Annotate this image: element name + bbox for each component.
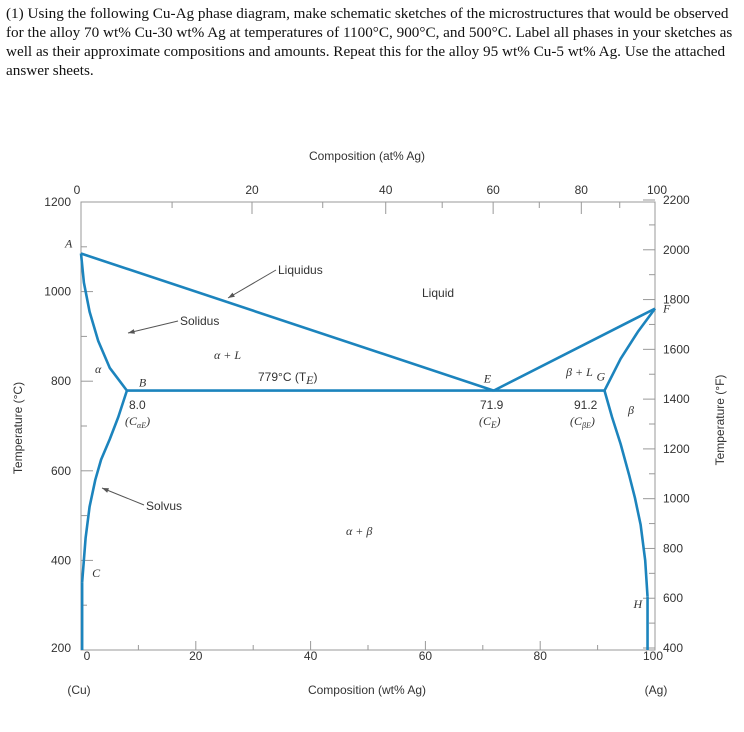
point-label-a: A: [64, 237, 73, 251]
pointer-line: [101, 487, 145, 506]
plot-border: [80, 201, 656, 651]
label-c-e-value: 71.9: [480, 398, 504, 412]
right-tick-label: 2000: [663, 243, 690, 257]
right-tick-label: 1200: [663, 442, 690, 456]
left-tick-label: 800: [51, 374, 71, 388]
top-tick-label: 40: [379, 183, 393, 197]
point-label-e: E: [483, 372, 492, 386]
bottom-axis-title: Composition (wt% Ag): [308, 683, 426, 697]
right-tick-label: 2200: [663, 193, 690, 207]
cu-end-label: (Cu): [67, 683, 90, 697]
axis-ticks: 0 20 40 60 80 1000 20 40 60 80 1002004006008001000…: [44, 183, 690, 663]
label-alpha-plus-l: α + L: [214, 348, 241, 362]
label-alpha-plus-beta: α + β: [346, 524, 372, 538]
point-label-g: G: [596, 370, 605, 384]
top-tick-label: 0: [74, 183, 81, 197]
label-liquidus: Liquidus: [278, 263, 323, 277]
label-alpha: α: [95, 362, 102, 376]
bottom-tick-label: 40: [304, 649, 318, 663]
right-tick-label: 400: [663, 641, 683, 655]
point-label-b: B: [139, 376, 147, 390]
top-axis-title: Composition (at% Ag): [309, 149, 425, 163]
pointer-head: [102, 488, 109, 493]
right-tick-label: 1600: [663, 342, 690, 356]
label-eutectic-temp: 779°C (TE): [258, 370, 318, 387]
annotation-arrows: [101, 269, 277, 506]
right-tick-label: 1400: [663, 392, 690, 406]
solvus-line: [603, 390, 649, 597]
left-tick-label: 400: [51, 553, 71, 567]
left-tick-label: 200: [51, 641, 71, 655]
labels: Composition (at% Ag) Composition (wt% Ag…: [11, 149, 727, 697]
pointer-line: [127, 320, 179, 334]
label-solidus: Solidus: [180, 314, 219, 328]
phase-boundaries: [79, 252, 657, 650]
label-c-alpha-e-value: 8.0: [129, 398, 146, 412]
right-tick-label: 800: [663, 541, 683, 555]
left-tick-label: 600: [51, 464, 71, 478]
left-tick-label: 1000: [44, 285, 71, 299]
label-c-beta-e: (CβE): [570, 414, 595, 430]
right-tick-label: 1000: [663, 492, 690, 506]
label-beta: β: [627, 403, 634, 417]
label-c-e: (CE): [479, 414, 501, 430]
top-tick-label: 60: [486, 183, 500, 197]
question-paragraph: (1) Using the following Cu-Ag phase diag…: [6, 5, 733, 79]
right-axis-title: Temperature (°F): [713, 375, 727, 466]
pointer-head: [128, 329, 135, 334]
point-labels: A B C E F G H: [64, 237, 671, 612]
label-c-alpha-e: (CαE): [125, 414, 150, 430]
label-beta-plus-l: β + L: [565, 365, 593, 379]
solvus-line: [80, 390, 129, 583]
bottom-tick-label: 20: [189, 649, 203, 663]
pointer-line: [227, 269, 277, 299]
label-liquid: Liquid: [422, 286, 454, 300]
left-tick-label: 1200: [44, 195, 71, 209]
label-solvus: Solvus: [146, 499, 182, 513]
bottom-tick-label: 100: [643, 649, 663, 663]
top-tick-label: 80: [575, 183, 589, 197]
bottom-tick-label: 80: [534, 649, 548, 663]
solidus-line: [603, 307, 657, 392]
top-tick-label: 20: [245, 183, 259, 197]
point-label-f: F: [662, 302, 671, 316]
left-axis-title: Temperature (°C): [11, 382, 25, 474]
liquidus-line: [80, 252, 495, 392]
right-tick-label: 600: [663, 591, 683, 605]
label-c-beta-e-value: 91.2: [574, 398, 598, 412]
solidus-line: [79, 253, 128, 392]
right-tick-label: 1800: [663, 293, 690, 307]
plot-frame: [80, 201, 656, 651]
liquidus-line: [493, 307, 656, 392]
ag-end-label: (Ag): [645, 683, 668, 697]
top-tick-label: 100: [647, 183, 667, 197]
bottom-tick-label: 60: [419, 649, 433, 663]
question-text: (1) Using the following Cu-Ag phase diag…: [6, 4, 738, 80]
point-label-h: H: [633, 597, 644, 611]
pointer-head: [228, 292, 235, 298]
point-label-c: C: [92, 566, 101, 580]
bottom-tick-label: 0: [84, 649, 91, 663]
